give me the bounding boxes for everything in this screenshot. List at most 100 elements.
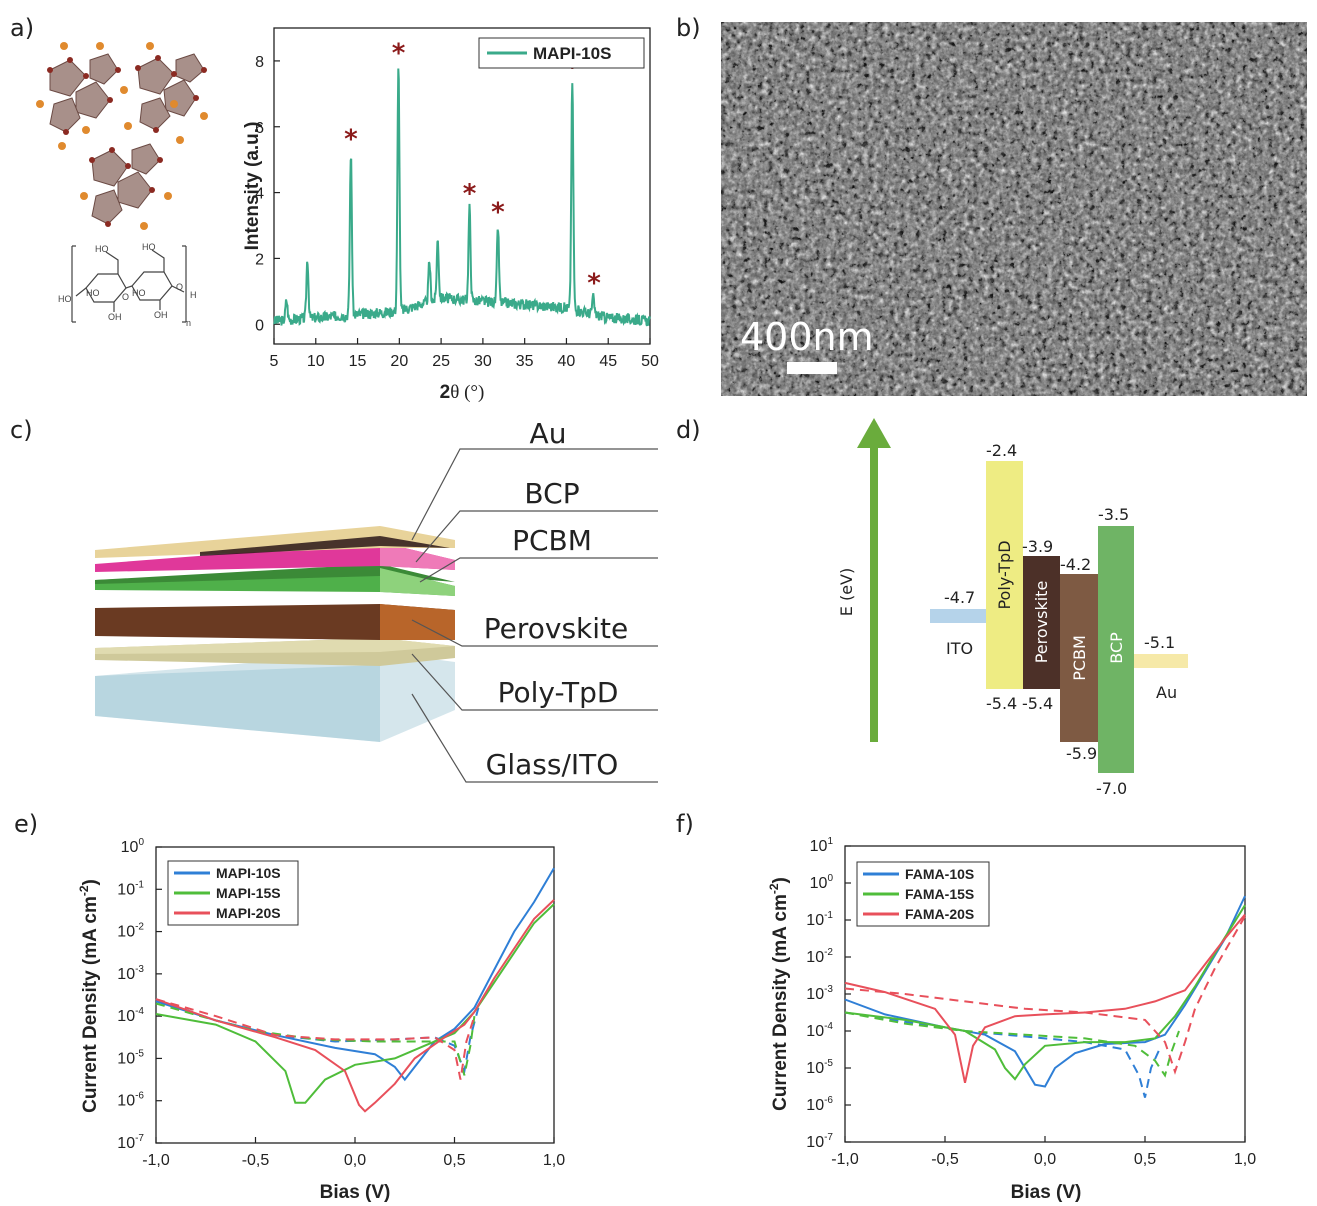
series-dashed-mapi-20s: [155, 998, 476, 1080]
y-tick-label: 10-1: [806, 910, 833, 929]
y-tick-label: 10-2: [117, 922, 144, 941]
svg-text:HO: HO: [86, 288, 100, 298]
legend-label-fama-20s: FAMA-20S: [905, 906, 974, 922]
poly-tpd-label: Poly-TpD: [995, 540, 1014, 609]
bcp-label: BCP: [1107, 632, 1126, 664]
y-tick-label: 101: [810, 836, 834, 855]
au-level: -5.1: [1144, 633, 1175, 652]
y-tick-label: 10-4: [806, 1021, 833, 1040]
y-tick-label: 10-7: [806, 1132, 833, 1151]
x-tick-label: 25: [432, 353, 450, 370]
x-tick-label: 1,0: [1234, 1151, 1256, 1168]
peak-marker: *: [392, 39, 406, 69]
layer-perovskite: [95, 604, 455, 640]
y-tick-label: 10-1: [117, 879, 144, 898]
legend-label-mapi-10s: MAPI-10S: [216, 865, 281, 881]
perovskite-label: Perovskite: [1032, 581, 1051, 664]
svg-text:HO: HO: [58, 294, 72, 304]
y-axis-label: Current Density (mA cm-2): [767, 877, 791, 1111]
scale-bar: [787, 362, 837, 374]
pcbm-bottom: -5.9: [1066, 744, 1097, 763]
x-tick-label: 0,5: [1134, 1151, 1156, 1168]
series-dashed-mapi-15s: [155, 1002, 476, 1076]
svg-text:HO: HO: [132, 288, 146, 298]
pcbm-top: -4.2: [1060, 555, 1091, 574]
x-tick-label: 0,0: [1034, 1151, 1056, 1168]
band-au: [1134, 654, 1188, 668]
label-perovskite: Perovskite: [484, 612, 629, 645]
panel-label-b: b): [676, 14, 701, 42]
x-tick-label: -0,5: [242, 1152, 270, 1169]
y-tick-label: 10-5: [806, 1058, 833, 1077]
jv-chart-fama: -1,0 -0,5 0,0 0,5 1,0 10-7 10-6 10-5 10-4 10-3 10-…: [767, 836, 1256, 1203]
panel-label-d: d): [676, 416, 701, 444]
energy-axis-label: E (eV): [837, 568, 856, 616]
ito-label: ITO: [946, 639, 973, 658]
x-tick-label: 0,5: [443, 1152, 465, 1169]
x-axis-label: Bias (V): [320, 1182, 391, 1203]
svg-text:HO: HO: [142, 242, 156, 252]
series-dashed-fama-10s: [844, 1011, 1162, 1098]
y-tick-label: 0: [255, 317, 264, 334]
layer-bcp: [95, 542, 455, 572]
energy-band-diagram: E (eV) -4.7 ITO -2.4 -5.4 Poly-TpD -3.9 …: [837, 418, 1188, 798]
y-tick-label: 10-2: [806, 947, 833, 966]
svg-text:n: n: [186, 318, 191, 328]
series-dashed-fama-20s: [844, 915, 1246, 1075]
y-axis-label: Current Density (mA cm-2): [77, 879, 101, 1113]
band-poly-tpd: [986, 461, 1023, 689]
band-pcbm: [1060, 574, 1098, 742]
x-tick-label: 40: [558, 353, 576, 370]
jv-chart-mapi: -1,0 -0,5 0,0 0,5 1,0 10-7 10-6 10-5 10-4 10-3 10-…: [77, 837, 565, 1203]
x-axis-label: Bias (V): [1011, 1182, 1082, 1203]
legend-label-fama-15s: FAMA-15S: [905, 886, 974, 902]
x-tick-label: 5: [270, 353, 279, 370]
device-stack-diagram: Au BCP PCBM Perovskite Poly-TpD Glass/IT…: [95, 417, 658, 783]
series-solid-mapi-10s: [155, 867, 555, 1082]
series-line-mapi-10s: [273, 68, 651, 327]
panel-label-e: e): [14, 810, 38, 838]
svg-text:HO: HO: [95, 244, 109, 254]
x-tick-label: 35: [516, 353, 534, 370]
peak-marker: *: [587, 269, 601, 299]
svg-text:O: O: [176, 282, 183, 292]
series-solid-fama-20s: [844, 913, 1246, 1084]
y-tick-label: 10-3: [806, 984, 833, 1003]
x-tick-label: 45: [599, 353, 617, 370]
label-glass-ito: Glass/ITO: [486, 748, 619, 781]
panel-label-c: c): [10, 416, 33, 444]
legend-label-fama-10s: FAMA-10S: [905, 866, 974, 882]
svg-text:H: H: [190, 290, 197, 300]
x-tick-label: 0,0: [344, 1152, 366, 1169]
series-dashed-mapi-10s: [155, 998, 480, 1075]
panel-label-f: f): [676, 810, 694, 838]
poly-tpd-bottom: -5.4: [986, 694, 1017, 713]
x-tick-label: -1,0: [831, 1151, 859, 1168]
peak-marker: *: [491, 198, 505, 228]
series-solid-mapi-15s: [155, 903, 555, 1104]
legend: MAPI-10S MAPI-15S MAPI-20S: [167, 860, 299, 926]
cellulose-structure-sketch: HO HO HO OO HOH OH HO HOn: [58, 242, 197, 328]
y-tick-label: 100: [121, 837, 145, 856]
au-label: Au: [1156, 683, 1177, 702]
perovskite-top: -3.9: [1022, 537, 1053, 556]
bcp-top: -3.5: [1098, 505, 1129, 524]
scale-bar-label: 400nm: [740, 315, 874, 359]
svg-text:OH: OH: [108, 312, 122, 322]
y-axis-label: Intensity (a.u.): [242, 122, 263, 251]
y-tick-label: 2: [255, 251, 264, 268]
label-au: Au: [530, 417, 567, 450]
crystal-structure-illustration: [36, 42, 208, 230]
label-poly-tpd: Poly-TpD: [498, 676, 619, 709]
poly-tpd-top: -2.4: [986, 441, 1017, 460]
pcbm-label: PCBM: [1070, 635, 1089, 681]
legend: MAPI-10S: [478, 37, 645, 69]
label-pcbm: PCBM: [512, 524, 592, 557]
x-tick-label: 15: [349, 353, 367, 370]
x-tick-label: 50: [641, 353, 659, 370]
layer-au: [95, 526, 455, 558]
panel-label-a: a): [10, 14, 34, 42]
perovskite-bottom: -5.4: [1022, 694, 1053, 713]
y-tick-label: 8: [255, 54, 264, 71]
